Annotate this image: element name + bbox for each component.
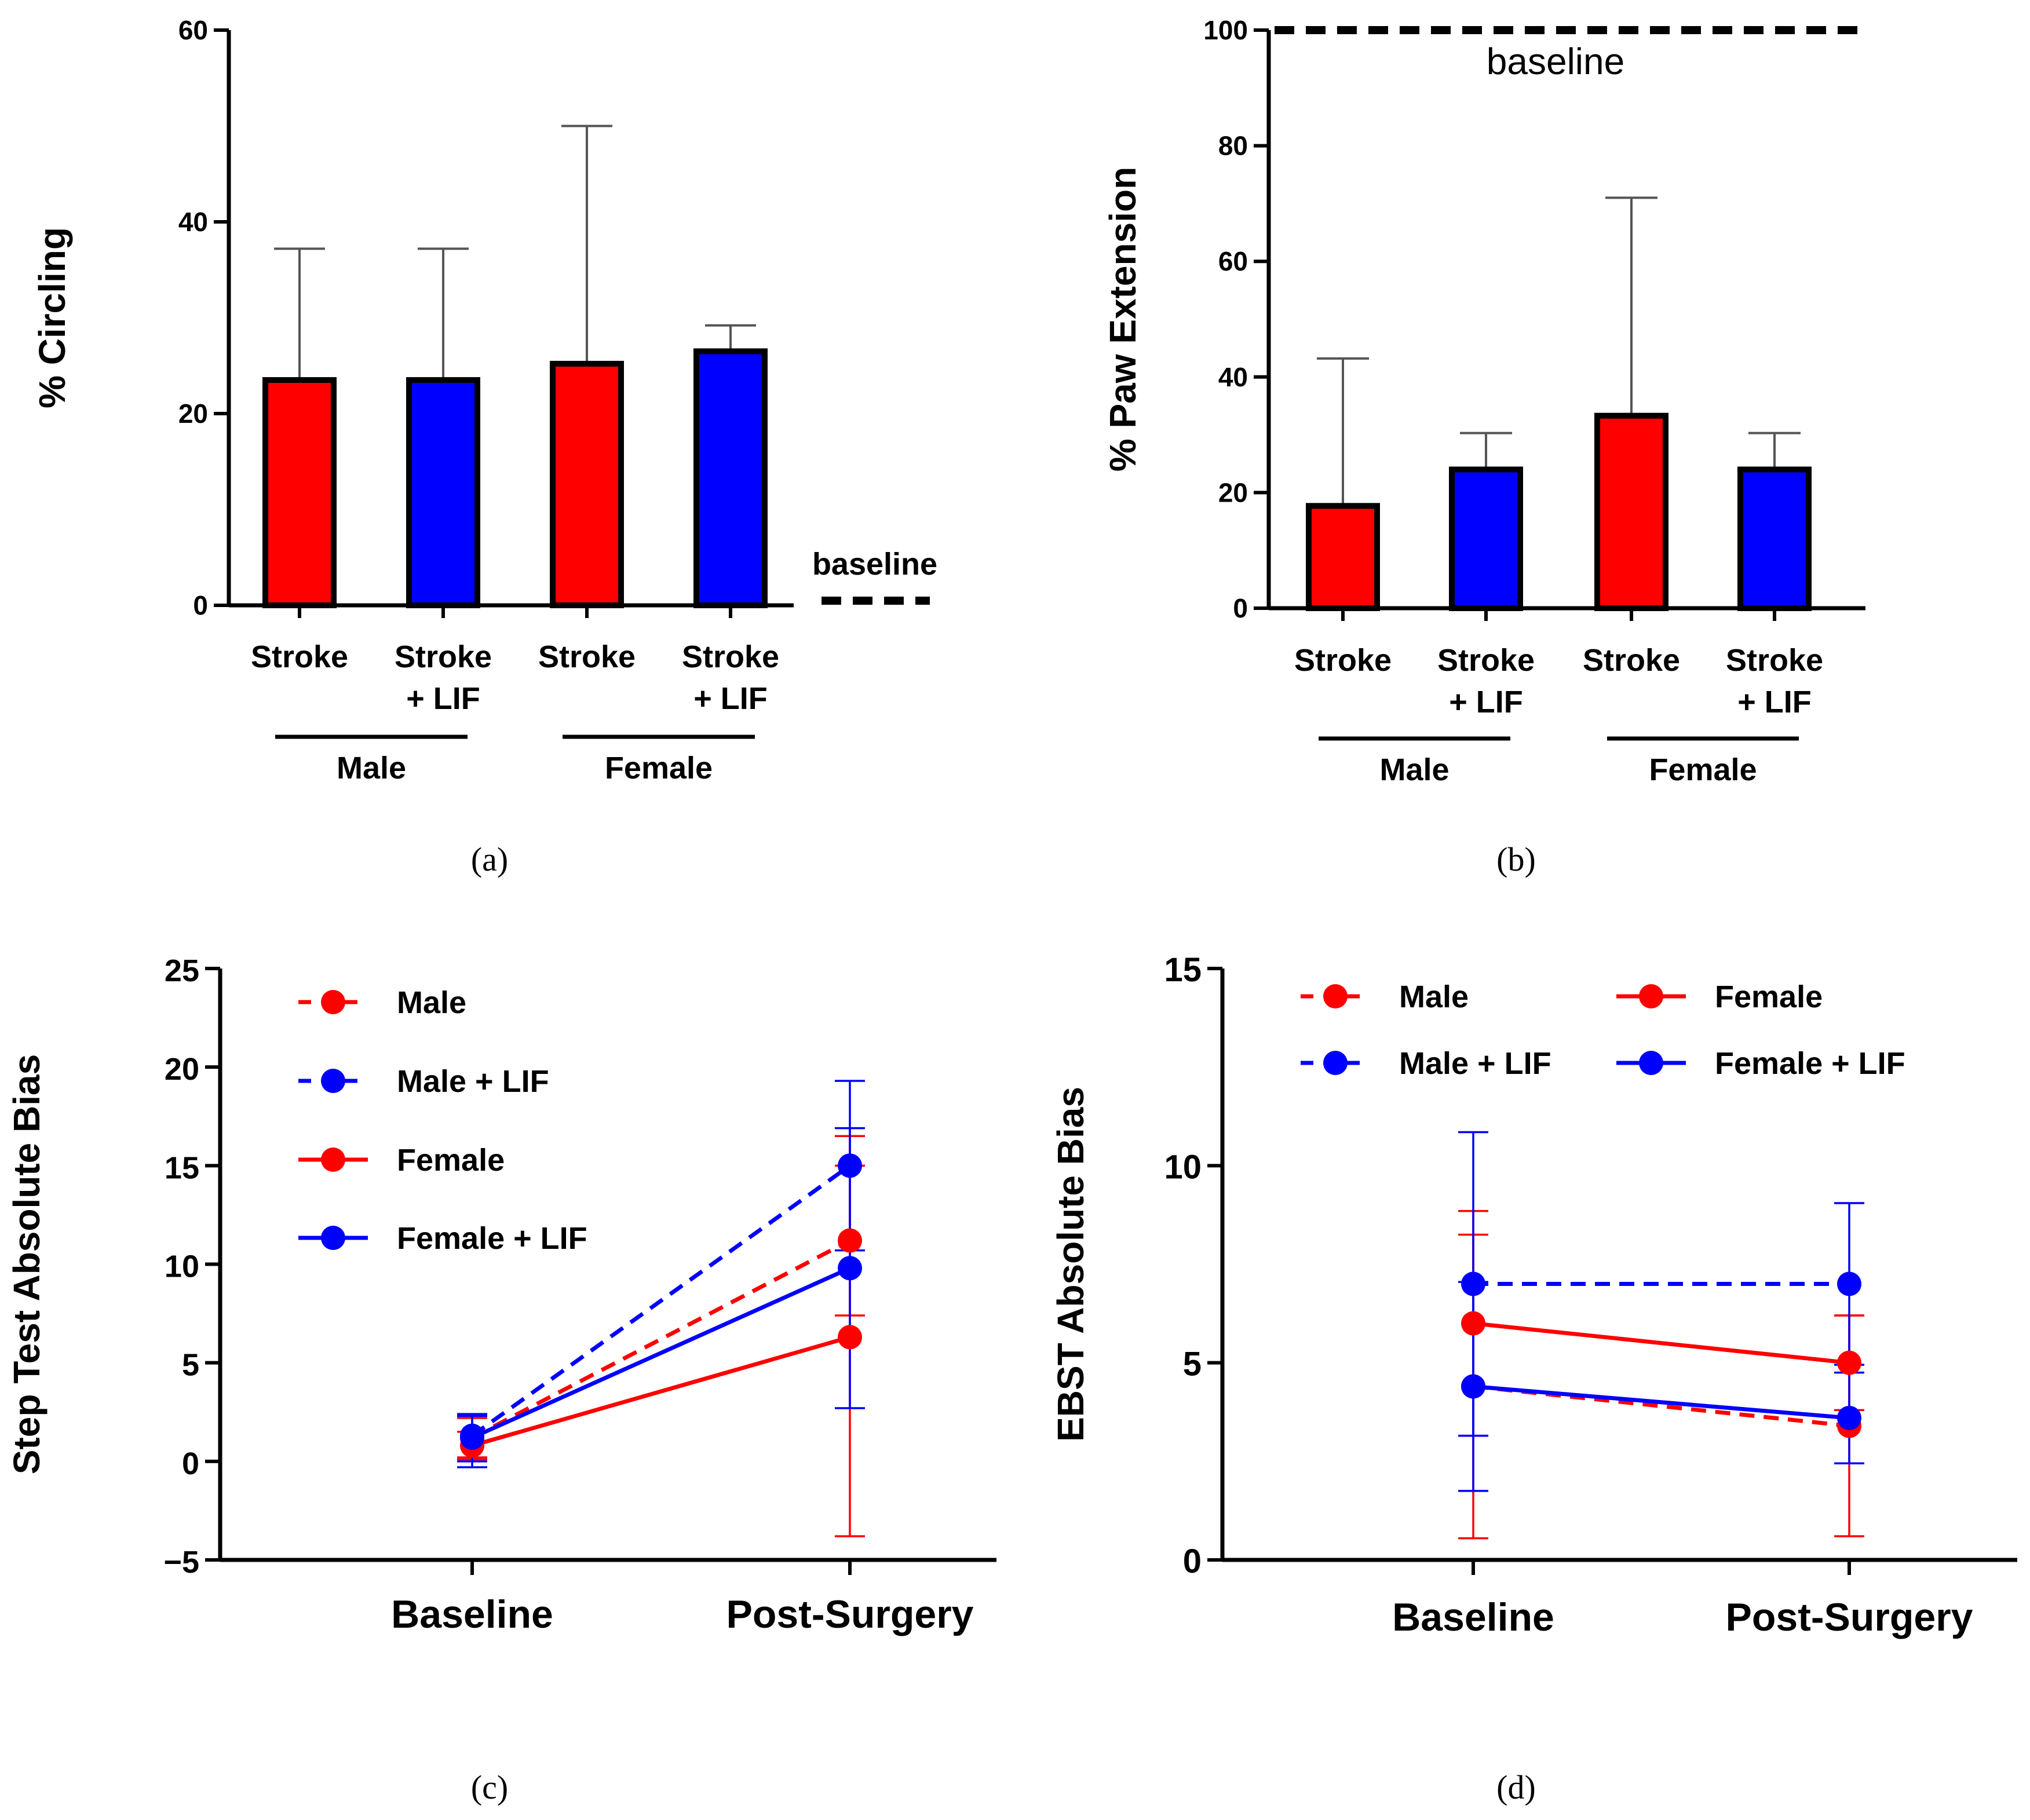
category-label: Stroke (1726, 643, 1823, 678)
legend-marker (1323, 984, 1348, 1008)
legend-label: Female + LIF (1715, 1046, 1905, 1081)
x-tick-label: Post-Surgery (1726, 1595, 1973, 1639)
category-label: + LIF (1449, 685, 1523, 719)
legend-marker (1323, 1051, 1348, 1075)
legend-marker (321, 1147, 345, 1172)
bar (1737, 466, 1812, 611)
y-tick-label: 10 (165, 1249, 199, 1284)
series-line (1473, 1384, 1850, 1420)
category-label: Stroke (251, 639, 348, 674)
data-point (838, 1228, 862, 1253)
legend-label: Male + LIF (397, 1064, 549, 1099)
bar (1306, 503, 1380, 611)
category-label: + LIF (693, 681, 768, 716)
x-tick-label: Baseline (1392, 1595, 1554, 1639)
series-line (470, 1164, 852, 1438)
legend-label: Male + LIF (1399, 1046, 1551, 1081)
x-tick-label: Baseline (391, 1592, 553, 1636)
y-tick-label: 5 (182, 1348, 199, 1383)
group-label: Male (1379, 752, 1449, 787)
chart-b: 0 20 40 60 80 100 Stroke Stroke + LIF Stroke Strok… (1203, 15, 1865, 878)
data-point (1837, 1350, 1861, 1375)
bar (406, 377, 480, 608)
data-point (1461, 1374, 1485, 1399)
panel-label: (a) (471, 840, 508, 878)
group-label: Female (605, 751, 713, 785)
data-point (838, 1325, 862, 1350)
data-point (838, 1153, 862, 1178)
legend-label: Male (397, 985, 466, 1020)
data-point (838, 1256, 862, 1281)
bar (262, 377, 337, 608)
y-tick-label: 20 (1218, 477, 1248, 507)
legend-label: Female (1715, 980, 1823, 1014)
legend-label: Female + LIF (397, 1221, 587, 1256)
series-line (471, 1266, 851, 1440)
y-tick-label: 40 (1218, 362, 1248, 392)
y-axis-title: % Paw Extension (1102, 167, 1144, 472)
y-tick-label: 80 (1218, 131, 1248, 161)
y-tick-label: 10 (1164, 1148, 1202, 1186)
x-tick-label: Post-Surgery (726, 1592, 974, 1636)
y-tick-label: 20 (178, 399, 208, 429)
y-tick-label: 15 (165, 1150, 199, 1185)
y-axis-title: Step Test Absolute Bias (6, 1054, 48, 1474)
legend-marker (321, 990, 345, 1014)
baseline-label: baseline (812, 547, 937, 582)
data-point (1461, 1271, 1485, 1296)
category-label: Stroke (538, 639, 636, 674)
y-axis-title: % Circling (31, 227, 73, 408)
y-tick-label: 0 (193, 590, 208, 620)
y-axis-title: EBST Absolute Bias (1050, 1087, 1091, 1442)
chart-a: 0 20 40 60 Stroke Stroke + LIF Stroke Stroke + LI… (178, 15, 937, 878)
category-label: Stroke (682, 639, 779, 674)
legend-marker (321, 1226, 345, 1250)
bar (550, 360, 624, 608)
series-line (472, 1335, 850, 1448)
y-tick-label: 40 (178, 207, 208, 237)
category-label: Stroke (1583, 643, 1680, 678)
bar (1449, 466, 1523, 611)
y-tick-label: 0 (1183, 1543, 1202, 1580)
data-point (460, 1425, 484, 1450)
y-tick-label: 60 (1218, 246, 1248, 276)
y-tick-label: 25 (165, 953, 199, 988)
data-point (1837, 1405, 1861, 1430)
data-point (1461, 1311, 1485, 1336)
category-label: Stroke (1437, 643, 1535, 678)
bar (693, 348, 768, 608)
category-label: + LIF (1737, 685, 1812, 719)
legend-marker (321, 1069, 345, 1093)
y-tick-label: 15 (1164, 951, 1202, 989)
category-label: Stroke (1294, 643, 1392, 678)
y-tick-label: 20 (165, 1052, 199, 1087)
group-label: Female (1649, 752, 1757, 787)
chart-c: −5 0 5 10 15 20 25 Baseline Post-Surgery Male Male… (163, 953, 996, 1806)
group-label: Male (337, 751, 406, 785)
legend-marker (1639, 984, 1663, 1008)
y-tick-label: 100 (1203, 15, 1248, 45)
legend-label: Male (1399, 980, 1469, 1014)
category-label: Stroke (395, 639, 492, 674)
panel-label: (b) (1496, 840, 1536, 878)
panel-label: (c) (471, 1768, 508, 1806)
legend-label: Female (397, 1143, 505, 1178)
y-tick-label: 5 (1183, 1346, 1202, 1383)
legend-marker (1639, 1051, 1663, 1075)
baseline-label: baseline (1487, 41, 1624, 82)
bar (1594, 412, 1668, 612)
y-tick-label: 0 (182, 1446, 199, 1481)
series-line (1473, 1321, 1850, 1365)
y-tick-label: 60 (178, 15, 208, 45)
series-line (471, 1238, 851, 1440)
chart-d: 0 5 10 15 Baseline Post-Surgery Male Male + LIF… (1164, 951, 2017, 1806)
data-point (1837, 1271, 1861, 1296)
category-label: + LIF (406, 681, 480, 716)
panel-label: (d) (1496, 1768, 1536, 1806)
y-tick-label: −5 (163, 1545, 199, 1580)
y-tick-label: 0 (1233, 593, 1248, 623)
